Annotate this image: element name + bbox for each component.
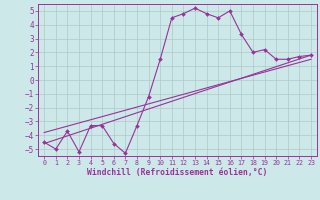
X-axis label: Windchill (Refroidissement éolien,°C): Windchill (Refroidissement éolien,°C) bbox=[87, 168, 268, 177]
